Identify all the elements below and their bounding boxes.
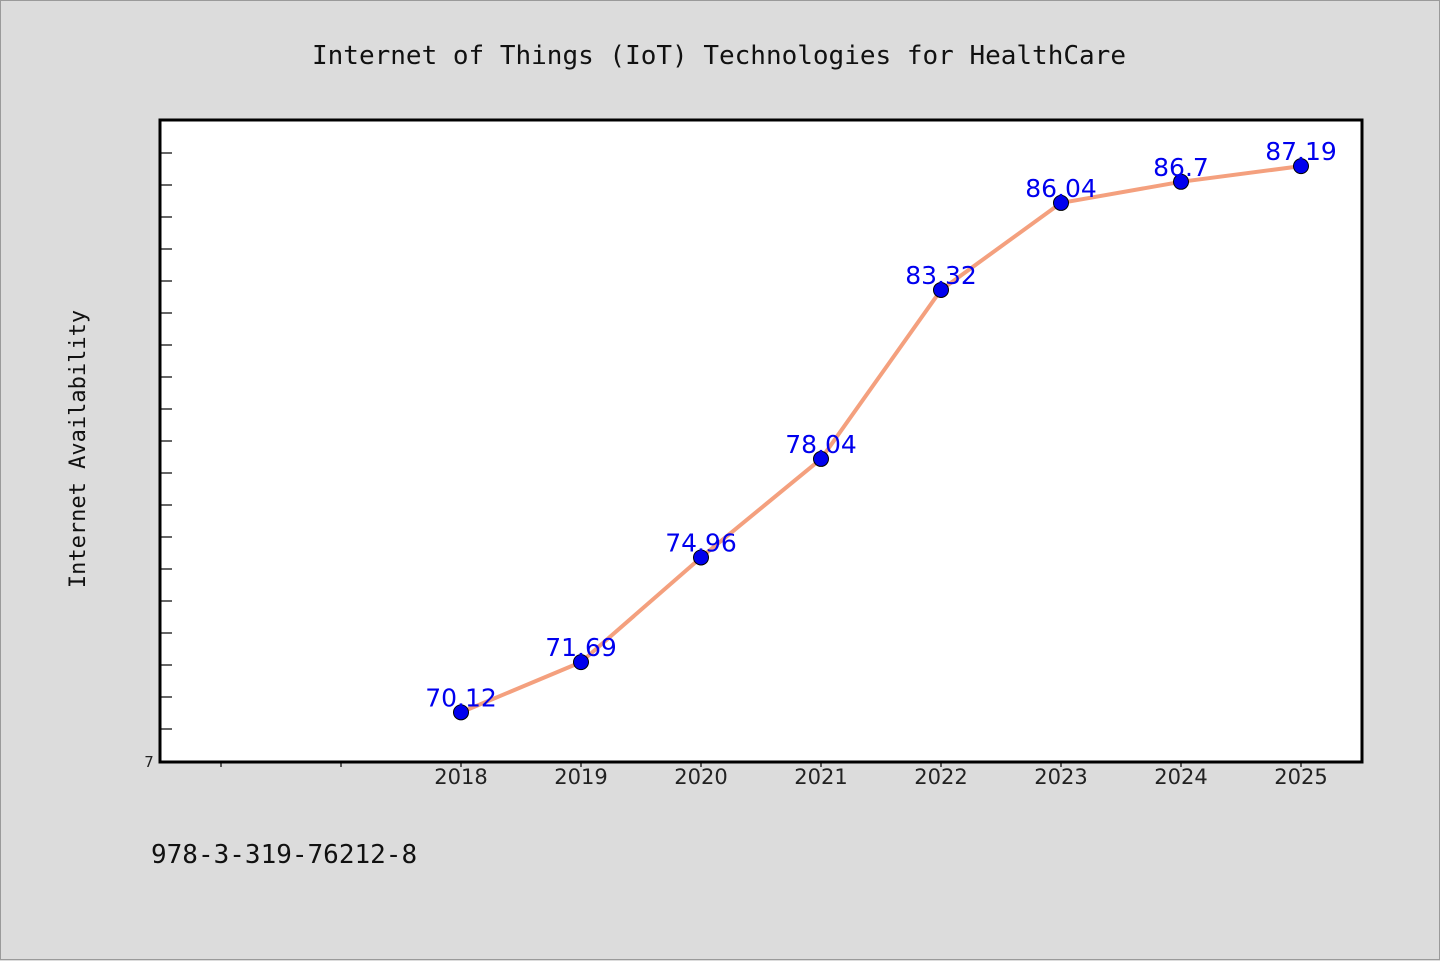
x-tick-label: 2023 — [1034, 765, 1087, 789]
data-point — [1173, 173, 1189, 190]
chart-title: Internet of Things (IoT) Technologies fo… — [312, 41, 1126, 71]
data-point — [813, 450, 829, 467]
data-markers — [453, 158, 1309, 721]
data-labels: 70.12 71.69 74.96 78.04 83.32 86.04 86.7 87.19 — [425, 137, 1337, 712]
data-label: 78.04 — [785, 430, 857, 459]
x-axis-ticks — [220, 761, 1302, 767]
plot-area — [158, 118, 1364, 764]
data-point — [933, 281, 949, 298]
y-axis-label: Internet Availability — [66, 310, 91, 588]
data-label: 71.69 — [545, 633, 617, 662]
data-label: 70.12 — [425, 683, 497, 712]
x-axis-tick-labels: 2018 2019 2020 2021 2022 2023 2024 2025 — [434, 765, 1327, 789]
data-label: 86.7 — [1153, 153, 1209, 182]
data-point — [1053, 194, 1069, 211]
x-tick-label: 2019 — [554, 765, 607, 789]
data-point — [1293, 158, 1309, 175]
data-label: 86.04 — [1025, 174, 1097, 203]
data-label: 74.96 — [665, 528, 737, 557]
footer-isbn: 978-3-319-76212-8 — [151, 840, 417, 870]
x-tick-label: 2022 — [914, 765, 967, 789]
y-axis-ticks — [161, 152, 172, 730]
y-tick-label: 7 — [144, 753, 154, 771]
data-point — [693, 549, 709, 566]
x-tick-label: 2018 — [434, 765, 487, 789]
data-point — [453, 704, 469, 721]
data-label: 87.19 — [1265, 137, 1337, 166]
data-label: 83.32 — [905, 261, 977, 290]
x-tick-label: 2021 — [794, 765, 847, 789]
x-tick-label: 2025 — [1274, 765, 1327, 789]
series-line — [460, 164, 1302, 715]
data-point — [573, 654, 589, 671]
x-tick-label: 2024 — [1154, 765, 1207, 789]
x-tick-label: 2020 — [674, 765, 727, 789]
